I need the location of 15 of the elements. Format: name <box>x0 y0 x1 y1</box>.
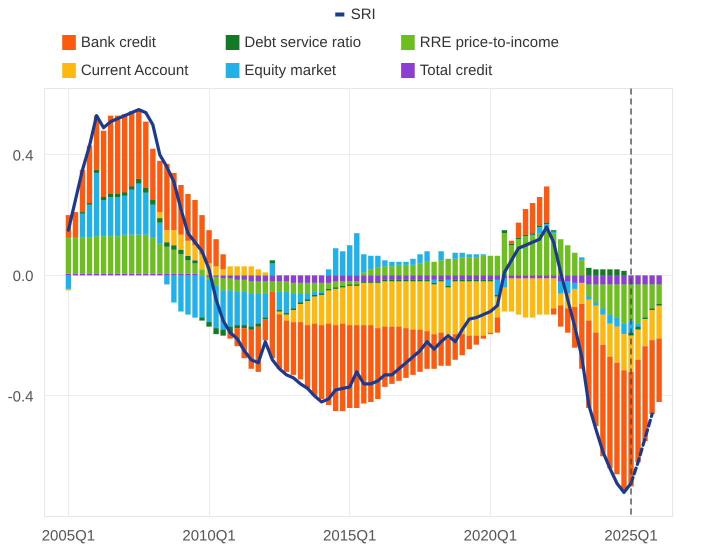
x-tick-label: 2020Q1 <box>464 528 518 544</box>
legend-label: Debt service ratio <box>244 34 362 51</box>
legend-label: Current Account <box>80 62 190 79</box>
x-tick-label: 2015Q1 <box>323 528 376 544</box>
legend-label: Equity market <box>244 62 337 79</box>
legend-label: SRI <box>350 6 376 23</box>
legend-label: Total credit <box>420 62 494 79</box>
x-tick-label: 2025Q1 <box>604 528 658 544</box>
legend-label: RRE price-to-income <box>420 34 559 51</box>
x-tick-label: 2010Q1 <box>182 528 236 544</box>
y-tick-label: 0.4 <box>12 147 34 164</box>
x-tick-label: 2005Q1 <box>42 528 96 544</box>
y-tick-label: -0.4 <box>8 388 34 406</box>
y-tick-label: 0.0 <box>12 268 34 285</box>
legend-label: Bank credit <box>80 34 157 51</box>
